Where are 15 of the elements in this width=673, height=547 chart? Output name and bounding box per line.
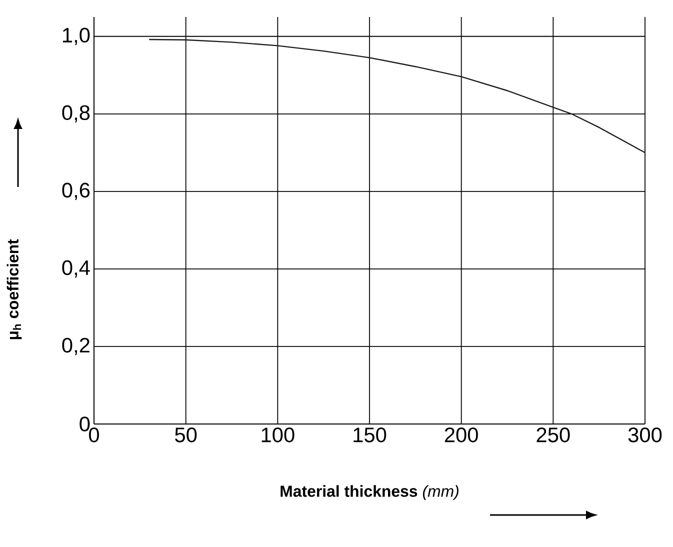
x-axis-title: Material thickness (mm): [280, 485, 458, 500]
x-tick-label: 300: [628, 428, 662, 442]
y-tick-label: 0,2: [62, 338, 90, 356]
x-tick-label: 250: [536, 428, 570, 442]
x-tick-label: 100: [262, 428, 294, 442]
y-tick-label: 0: [80, 416, 90, 432]
y-tick-label: 1,0: [63, 28, 90, 46]
line-series: [148, 38, 646, 154]
y-tick-label: 0,8: [62, 105, 90, 123]
y-tick-label: 0,6: [62, 182, 90, 200]
y-tick-label: 0,4: [62, 260, 90, 278]
x-tick-label: 50: [175, 428, 197, 442]
y-axis-title: μ$_{h}$ coefficient: [6, 239, 22, 340]
x-tick-label: 150: [354, 428, 386, 442]
x-tick-label: 200: [444, 428, 478, 442]
